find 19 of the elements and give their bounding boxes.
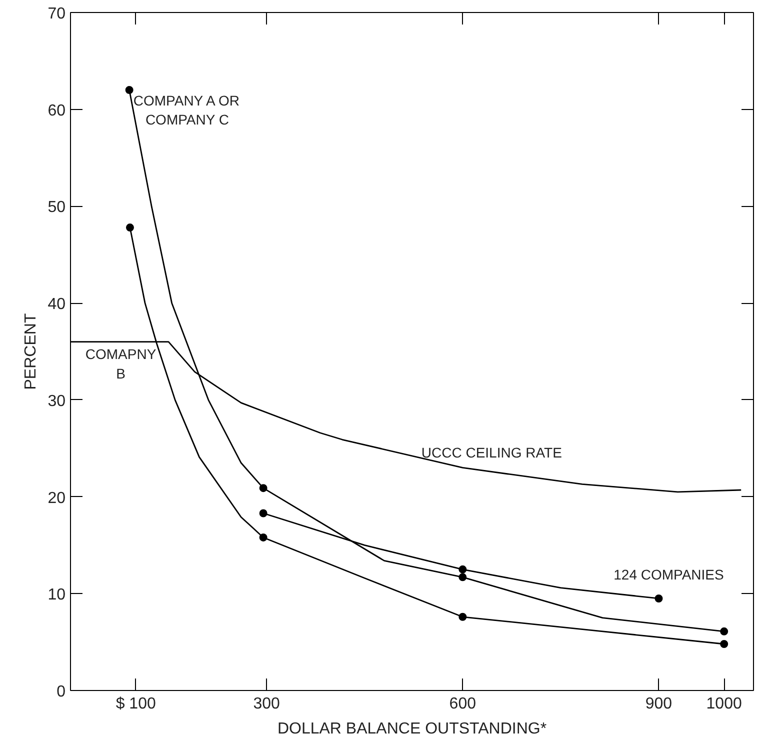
series-label: COMAPNY B [85,346,157,382]
y-axis-title: PERCENT [22,313,40,390]
x-axis-title: DOLLAR BALANCE OUTSTANDING* [277,720,547,738]
y-tick-label: 20 [48,490,66,507]
x-tick-label: $ 100 [116,696,156,712]
x-tick-label: 600 [449,696,476,712]
series-label: COMPANY A OR COMPANY C [133,92,240,128]
y-tick-label: 40 [48,296,66,314]
y-tick-label: 0 [56,684,66,700]
y-tick-label: 10 [48,586,66,604]
y-tick-label: 70 [48,6,66,22]
y-tick-label: 30 [48,392,66,410]
x-tick-label: 300 [253,696,280,712]
x-tick-label: 1000 [706,696,742,712]
series-label: 124 COMPANIES [614,566,724,582]
x-tick-label: 900 [645,696,672,712]
y-tick-label: 60 [48,102,66,120]
y-tick-label: 50 [48,199,66,216]
series-label: UCCC CEILING RATE [421,444,562,461]
